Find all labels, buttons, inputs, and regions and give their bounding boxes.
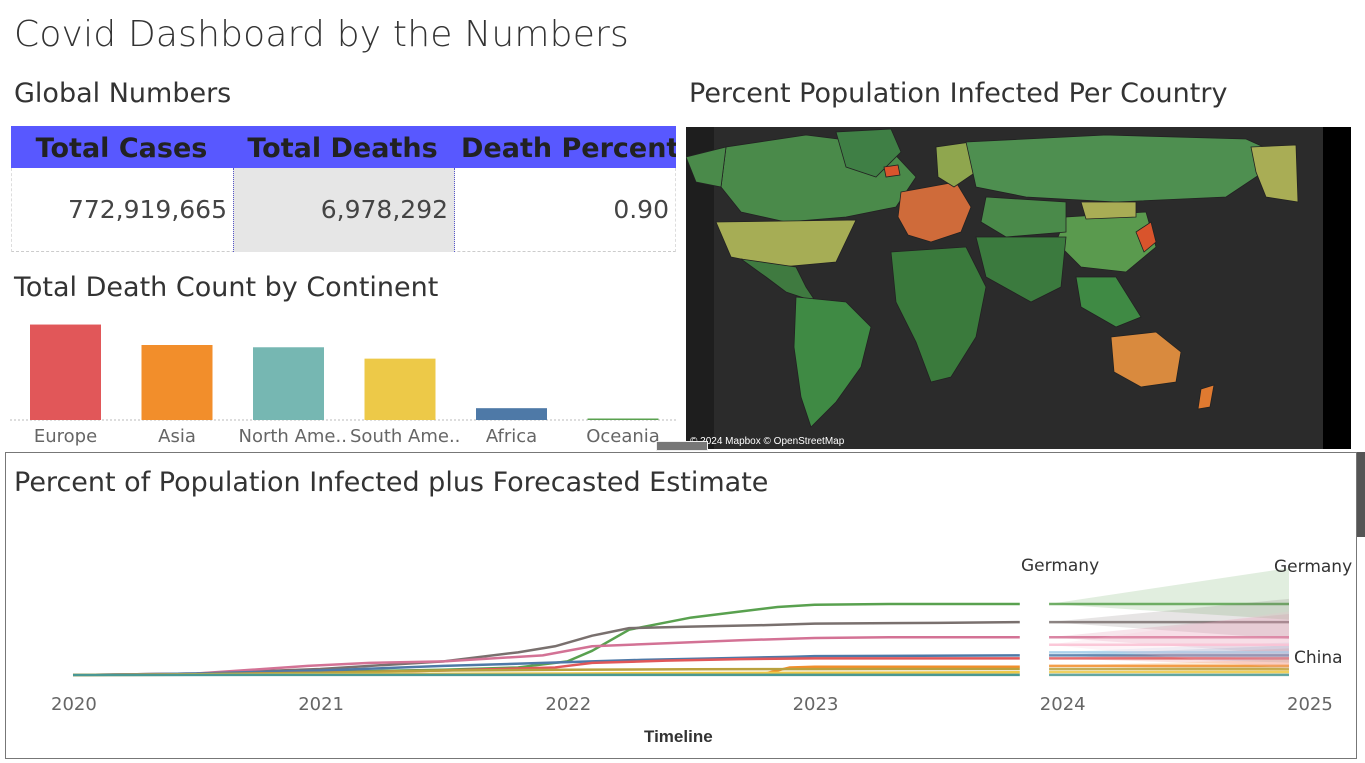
bar-africa[interactable] bbox=[476, 408, 547, 420]
forecast-line-chart bbox=[72, 568, 1289, 677]
global-numbers-title: Global Numbers bbox=[14, 78, 232, 109]
region-scandinavia bbox=[935, 141, 977, 188]
region-japan-korea bbox=[1135, 221, 1157, 253]
region-mongolia bbox=[1080, 201, 1137, 220]
panel-toolbar[interactable] bbox=[1357, 452, 1365, 537]
cell-death-percent[interactable]: 0.90 bbox=[613, 195, 669, 224]
table-header: Total Cases Total Deaths Death Percent.. bbox=[11, 126, 676, 168]
region-kazakhstan-mid bbox=[980, 196, 1067, 238]
series-line[interactable] bbox=[72, 602, 1020, 677]
region-australia bbox=[1110, 331, 1182, 388]
series-label-germany-forecast: Germany bbox=[1274, 557, 1353, 577]
dashboard-title: Covid Dashboard by the Numbers bbox=[14, 14, 630, 55]
cell-total-deaths[interactable]: 6,978,292 bbox=[233, 168, 455, 252]
forecast-band bbox=[1049, 611, 1289, 669]
world-choropleth-map[interactable]: © 2024 Mapbox © OpenStreetMap bbox=[686, 127, 1351, 449]
region-east-alaska bbox=[1250, 144, 1299, 203]
cell-total-cases[interactable]: 772,919,665 bbox=[67, 195, 227, 224]
bar-south-ame-[interactable] bbox=[364, 358, 436, 420]
layout-drag-handle[interactable] bbox=[656, 441, 708, 451]
region-usa bbox=[715, 219, 857, 268]
forecast-band bbox=[1049, 598, 1289, 640]
x-tick-label: 2023 bbox=[792, 694, 839, 715]
forecast-band bbox=[1049, 642, 1289, 660]
bar-label: North Ame.. bbox=[238, 426, 347, 447]
region-new-zealand bbox=[1197, 384, 1215, 410]
x-tick-label: 2022 bbox=[545, 694, 592, 715]
region-europe bbox=[897, 181, 972, 243]
forecast-title: Percent of Population Infected plus Fore… bbox=[14, 467, 769, 498]
region-south-america bbox=[793, 296, 872, 428]
x-tick-label: 2024 bbox=[1039, 694, 1086, 715]
global-numbers-table: Total Cases Total Deaths Death Percent..… bbox=[11, 126, 676, 253]
bar-label: Asia bbox=[158, 426, 196, 447]
bar-oceania[interactable] bbox=[587, 418, 659, 421]
region-greenland bbox=[835, 128, 902, 178]
bar-label: Oceania bbox=[586, 426, 660, 447]
region-southeast-asia bbox=[1075, 276, 1142, 328]
x-axis-title: Timeline bbox=[644, 727, 713, 746]
header-total-deaths[interactable]: Total Deaths bbox=[247, 133, 438, 164]
region-india-mideast bbox=[975, 236, 1067, 303]
header-total-cases[interactable]: Total Cases bbox=[35, 133, 208, 164]
forecast-band bbox=[1049, 568, 1289, 620]
bar-label: South Ame.. bbox=[350, 426, 461, 447]
bar-europe[interactable] bbox=[30, 324, 101, 420]
bar-asia[interactable] bbox=[141, 345, 213, 420]
bar-label: Africa bbox=[485, 426, 538, 447]
x-tick-label: 2021 bbox=[298, 694, 344, 715]
map-credit[interactable]: © 2024 Mapbox © OpenStreetMap bbox=[690, 436, 845, 447]
series-line[interactable] bbox=[72, 635, 1020, 677]
x-tick-label: 2025 bbox=[1287, 694, 1333, 715]
death-count-title: Total Death Count by Continent bbox=[14, 272, 439, 303]
header-death-percent[interactable]: Death Percent.. bbox=[461, 133, 676, 164]
series-line[interactable] bbox=[72, 620, 1020, 677]
bar-label: Europe bbox=[33, 426, 98, 447]
series-line[interactable] bbox=[72, 654, 1020, 677]
world-map-shapes bbox=[686, 127, 1351, 449]
death-count-bar-chart bbox=[10, 324, 678, 421]
region-africa bbox=[890, 246, 987, 383]
map-title: Percent Population Infected Per Country bbox=[689, 78, 1228, 109]
region-alaska bbox=[686, 146, 727, 188]
table-row: 772,919,665 6,978,292 0.90 bbox=[11, 168, 676, 252]
bar-north-ame-[interactable] bbox=[253, 347, 324, 420]
series-label-germany-history: Germany bbox=[1021, 556, 1100, 576]
forecast-chart-panel bbox=[5, 452, 1357, 759]
series-label-china: China bbox=[1294, 648, 1343, 668]
region-iceland bbox=[883, 164, 901, 178]
region-russia bbox=[965, 134, 1287, 203]
x-tick-label: 2020 bbox=[51, 694, 97, 715]
